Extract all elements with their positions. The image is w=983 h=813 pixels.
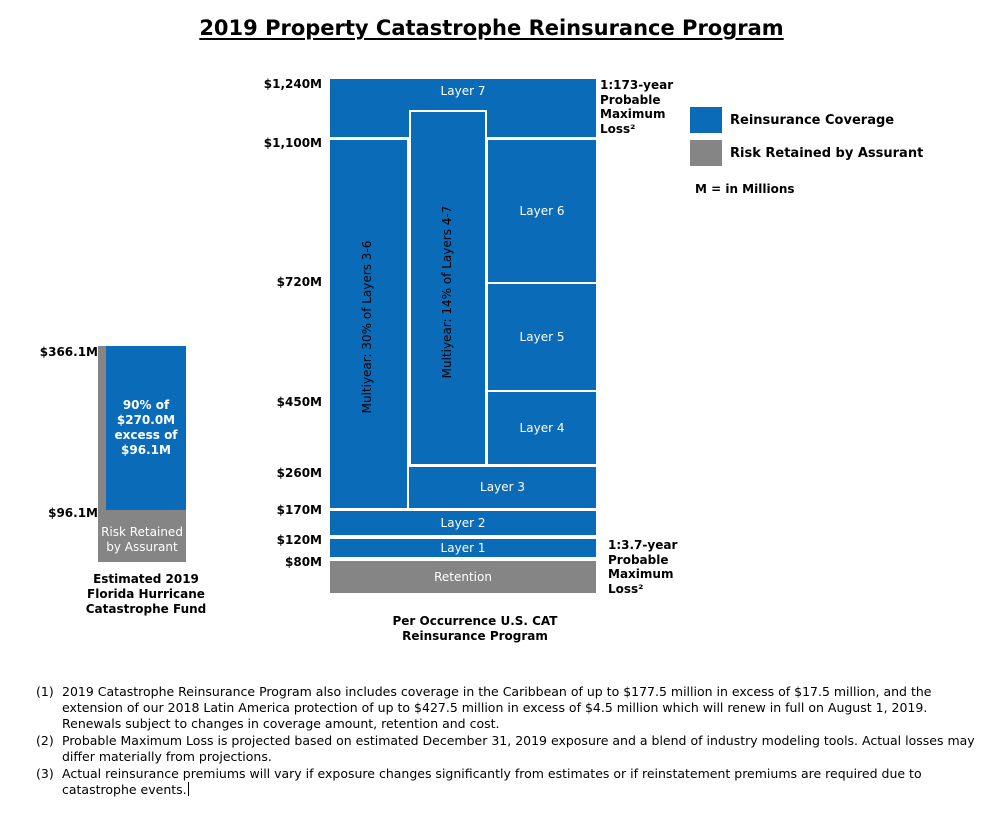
fhcf-coverage-line: 90% of <box>122 398 170 412</box>
fhcf-caption-line: Estimated 2019 <box>93 572 199 586</box>
pml-top-line: Probable <box>600 92 661 107</box>
multiyear-30-label: Multiyear: 30% of Layers 3-6 <box>360 240 374 414</box>
legend-units-note: M = in Millions <box>695 182 795 196</box>
y-label-260: $260M <box>276 466 322 480</box>
footnote-text: Actual reinsurance premiums will vary if… <box>62 766 977 798</box>
multiyear-14-box <box>409 110 487 466</box>
fhcf-coverage-line: $96.1M <box>121 443 171 457</box>
layer-1-label: Layer 1 <box>440 540 486 555</box>
footnote-text: 2019 Catastrophe Reinsurance Program als… <box>62 684 932 731</box>
program-caption: Per Occurrence U.S. CAT Reinsurance Prog… <box>370 614 580 644</box>
fhcf-caption: Estimated 2019 Florida Hurricane Catastr… <box>66 572 226 617</box>
layer-3-box: Layer 3 <box>409 467 596 508</box>
layer-5-label: Layer 5 <box>519 329 565 344</box>
legend-label-coverage: Reinsurance Coverage <box>730 113 895 128</box>
y-label-450: $450M <box>276 395 322 409</box>
legend-label-retained: Risk Retained by Assurant <box>730 146 924 161</box>
y-label-1240: $1,240M <box>263 77 322 91</box>
pml-top-line: Maximum <box>600 107 666 121</box>
pml-bottom-line: Maximum <box>608 567 674 581</box>
retention-box: Retention <box>330 561 596 593</box>
y-label-170: $170M <box>276 503 322 517</box>
y-label-1100: $1,100M <box>263 136 322 150</box>
y-label-80: $80M <box>285 555 322 569</box>
fhcf-retained-box: Risk Retained by Assurant <box>98 518 186 562</box>
pml-top-line: 1:173-year <box>600 78 674 92</box>
retention-label: Retention <box>434 569 492 584</box>
layer-3-label: Layer 3 <box>480 480 525 494</box>
pml-bottom-note: 1:3.7-year Probable Maximum Loss² <box>608 538 677 596</box>
pml-bottom-line: Probable <box>608 552 669 567</box>
page-title: 2019 Property Catastrophe Reinsurance Pr… <box>199 16 784 40</box>
layer-6-label: Layer 6 <box>519 203 565 218</box>
layer-2-label: Layer 2 <box>440 515 486 530</box>
fhcf-retained-line: Risk Retained <box>101 525 183 539</box>
layer-4-label: Layer 4 <box>519 420 565 435</box>
program-caption-line: Reinsurance Program <box>402 629 548 643</box>
layer-2-box: Layer 2 <box>330 511 596 535</box>
layer-1-box: Layer 1 <box>330 539 596 557</box>
pml-top-line: Loss² <box>600 121 636 136</box>
footnote-text: Probable Maximum Loss is projected based… <box>62 733 975 764</box>
fhcf-coverage-box: 90% of $270.0M excess of $96.1M <box>106 346 186 510</box>
y-label-720: $720M <box>276 275 322 289</box>
multiyear-30-box <box>330 140 407 508</box>
layer-6-box: Layer 6 <box>488 140 596 282</box>
pml-top-note: 1:173-year Probable Maximum Loss² <box>600 78 673 136</box>
footnote-number: (1) <box>36 684 54 699</box>
fhcf-coverage-line: excess of <box>114 428 178 442</box>
footnote-number: (3) <box>36 766 54 781</box>
legend-swatch-retained <box>690 140 722 166</box>
fhcf-top-value: $366.1M <box>39 345 98 359</box>
y-label-120: $120M <box>276 533 322 547</box>
legend-swatch-coverage <box>690 107 722 133</box>
fhcf-bottom-value: $96.1M <box>48 506 98 520</box>
layer-4-box: Layer 4 <box>488 392 596 464</box>
footnote-text-content: Actual reinsurance premiums will vary if… <box>62 766 922 797</box>
fhcf-coverage-line: $270.0M <box>116 413 176 427</box>
text-cursor <box>187 782 189 796</box>
fhcf-caption-line: Catastrophe Fund <box>85 602 207 616</box>
layer-5-box: Layer 5 <box>488 284 596 390</box>
fhcf-caption-line: Florida Hurricane <box>87 587 205 601</box>
program-caption-line: Per Occurrence U.S. CAT <box>392 614 558 628</box>
pml-bottom-line: 1:3.7-year <box>608 538 678 552</box>
pml-bottom-line: Loss² <box>608 581 644 596</box>
fhcf-retained-line: by Assurant <box>106 540 178 554</box>
layer-7-label: Layer 7 <box>440 84 486 98</box>
footnote-number: (2) <box>36 733 54 748</box>
multiyear-14-label: Multiyear: 14% of Layers 4-7 <box>440 205 454 379</box>
